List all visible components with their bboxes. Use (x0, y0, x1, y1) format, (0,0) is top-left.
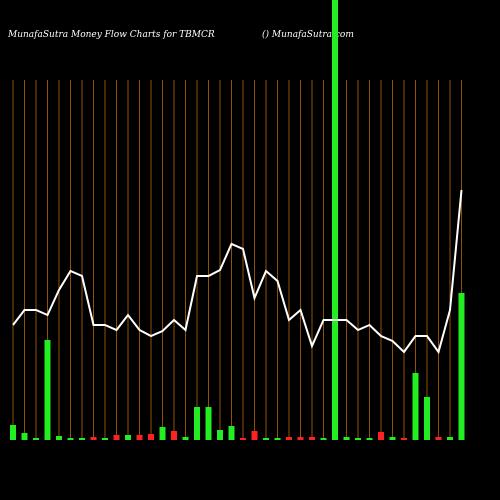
bar (389, 437, 396, 440)
bar (228, 426, 235, 440)
bar (378, 432, 384, 440)
bar (343, 437, 350, 440)
bar (33, 438, 39, 440)
bar (240, 438, 246, 440)
bar (159, 427, 166, 440)
chart-subtitle: () MunafaSutra.com (262, 29, 354, 40)
bar (263, 438, 269, 440)
bar (21, 433, 28, 440)
bar (286, 437, 292, 440)
bar (217, 430, 223, 440)
bar (332, 0, 338, 440)
bar (447, 437, 453, 440)
bar (401, 438, 407, 440)
bar (171, 431, 177, 440)
bar (56, 436, 62, 440)
bar (90, 437, 97, 440)
bar (424, 397, 430, 440)
bar (205, 407, 212, 440)
price-line (12, 189, 463, 355)
bar (251, 431, 258, 440)
bar (67, 438, 74, 440)
bar (274, 438, 281, 440)
chart-title: MunafaSutra Money Flow Charts for TBMCR (7, 30, 215, 40)
bar (355, 438, 361, 440)
bar (366, 438, 373, 440)
bar (148, 434, 154, 440)
bar (309, 437, 315, 440)
bar (194, 407, 200, 440)
bar (182, 437, 189, 440)
bar (412, 373, 419, 440)
bar (458, 293, 465, 440)
bar (320, 438, 327, 440)
bar (435, 437, 442, 440)
bar (113, 435, 120, 440)
bar (10, 425, 16, 440)
bar (136, 435, 143, 440)
bar (102, 438, 108, 440)
bar (44, 340, 51, 440)
bar (79, 438, 85, 440)
bar (125, 435, 131, 440)
bar (297, 437, 304, 440)
